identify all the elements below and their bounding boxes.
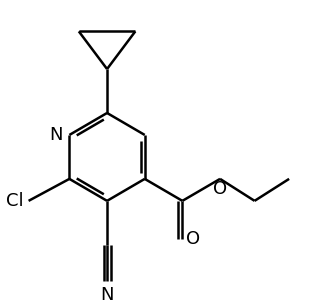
Text: O: O [213,181,227,198]
Text: O: O [185,230,200,247]
Text: N: N [49,126,62,144]
Text: Cl: Cl [6,192,24,210]
Text: N: N [100,286,114,304]
